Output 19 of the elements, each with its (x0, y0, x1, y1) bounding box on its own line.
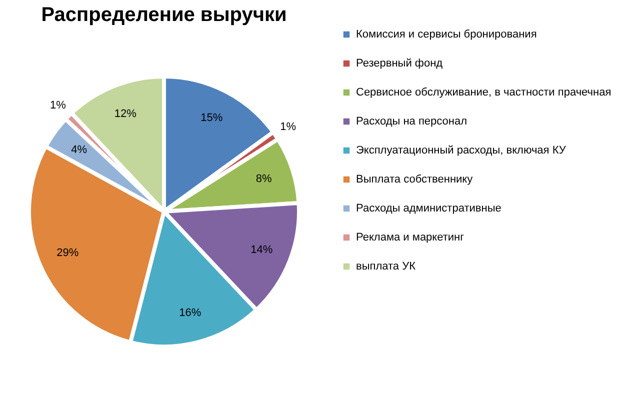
legend-label: Эксплуатационный расходы, включая КУ (356, 144, 567, 156)
data-label: 12% (114, 108, 137, 120)
data-label: 29% (56, 247, 79, 260)
data-label: 14% (250, 244, 273, 256)
legend-label: Сервисное обслуживание, в частности прачечная (356, 86, 612, 98)
legend-label: Реклама и маркетинг (356, 232, 464, 244)
data-label: 1% (50, 99, 66, 112)
legend-label: Резервный фонд (356, 58, 444, 70)
legend-label: Расходы на персонал (356, 116, 468, 128)
data-label: 1% (280, 121, 296, 134)
data-label: 4% (71, 144, 88, 156)
legend-label: Комиссия и сервисы бронирования (356, 28, 537, 40)
data-label: 8% (256, 173, 272, 186)
data-label: 15% (200, 112, 223, 124)
chart-title: Распределение выручки (41, 4, 287, 26)
legend-label: Выплата собственнику (356, 174, 474, 186)
legend-label: выплата УК (356, 260, 416, 272)
data-label: 16% (179, 307, 202, 320)
legend-label: Расходы административные (356, 202, 502, 214)
